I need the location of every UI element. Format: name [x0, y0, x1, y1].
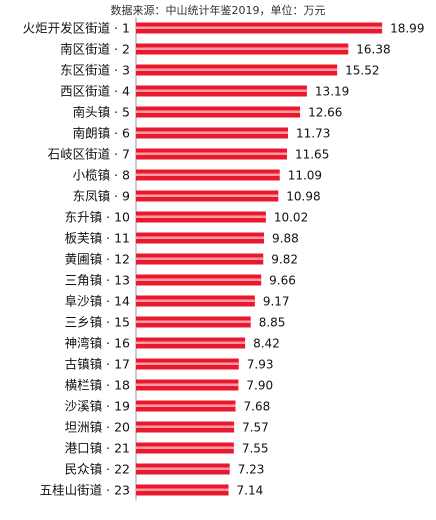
value-label: 11.73	[296, 127, 330, 141]
category-label: 石岐区街道 · 7	[48, 147, 130, 162]
bar-highlight	[136, 404, 236, 407]
bar-highlight	[136, 110, 301, 113]
value-label: 7.57	[242, 421, 269, 435]
bar-highlight	[136, 362, 239, 365]
bar-highlight	[136, 215, 266, 218]
bar-highlight	[136, 194, 279, 197]
value-label: 9.17	[263, 295, 290, 309]
category-label: 东区街道 · 3	[60, 63, 130, 78]
value-label: 10.98	[286, 190, 320, 204]
bar-highlight	[136, 299, 255, 302]
category-label: 火炬开发区街道 · 1	[23, 21, 130, 36]
category-label: 板芙镇 · 11	[65, 231, 130, 246]
category-label: 东凤镇 · 9	[73, 189, 130, 204]
bar-highlight	[136, 488, 229, 491]
value-label: 11.65	[295, 148, 329, 162]
category-label: 港口镇 · 21	[65, 441, 130, 456]
value-label: 7.55	[242, 442, 269, 456]
category-label: 阜沙镇 · 14	[65, 294, 130, 309]
category-label: 神湾镇 · 16	[65, 336, 130, 351]
category-label: 南区街道 · 2	[60, 42, 130, 57]
value-label: 10.02	[274, 211, 308, 225]
category-label: 东升镇 · 10	[65, 210, 130, 225]
bar-highlight	[136, 26, 383, 29]
value-label: 7.23	[238, 463, 265, 477]
bar-highlight	[136, 152, 287, 155]
bar-highlight	[136, 467, 230, 470]
category-label: 南头镇 · 5	[73, 105, 130, 120]
category-label: 黄圃镇 · 12	[65, 252, 130, 267]
category-label: 南朗镇 · 6	[73, 126, 130, 141]
bar-highlight	[136, 446, 234, 449]
bar-highlight	[136, 257, 264, 260]
bar-highlight	[136, 278, 262, 281]
bar-highlight	[136, 131, 289, 134]
value-label: 7.93	[247, 358, 274, 372]
value-label: 7.68	[244, 400, 271, 414]
bar-highlight	[136, 320, 251, 323]
bar-highlight	[136, 173, 280, 176]
bar-highlight	[136, 47, 349, 50]
bar-highlight	[136, 68, 338, 71]
bar-highlight	[136, 236, 265, 239]
bar-highlight	[136, 89, 307, 92]
value-label: 7.90	[246, 379, 273, 393]
value-label: 11.09	[288, 169, 322, 183]
category-label: 西区街道 · 4	[60, 84, 130, 99]
value-label: 8.42	[253, 337, 280, 351]
value-label: 12.66	[308, 106, 342, 120]
value-label: 8.85	[259, 316, 286, 330]
value-label: 9.82	[271, 253, 298, 267]
value-label: 13.19	[315, 85, 349, 99]
value-label: 7.14	[237, 484, 264, 498]
category-label: 沙溪镇 · 19	[65, 399, 130, 414]
value-label: 18.99	[390, 22, 424, 36]
bar-highlight	[136, 383, 239, 386]
category-label: 三乡镇 · 15	[65, 315, 130, 330]
category-label: 古镇镇 · 17	[65, 357, 130, 372]
value-label: 15.52	[345, 64, 379, 78]
bar-highlight	[136, 341, 246, 344]
category-label: 小榄镇 · 8	[73, 168, 130, 183]
category-label: 民众镇 · 22	[65, 462, 130, 477]
category-label: 三角镇 · 13	[65, 273, 130, 288]
bar-highlight	[136, 425, 235, 428]
value-label: 9.88	[272, 232, 299, 246]
value-label: 9.66	[269, 274, 296, 288]
category-label: 坦洲镇 · 20	[65, 420, 130, 435]
source-note: 数据来源：中山统计年鉴2019，单位：万元	[110, 4, 326, 17]
category-label: 横栏镇 · 18	[65, 378, 130, 393]
category-label: 五桂山街道 · 23	[40, 483, 130, 498]
value-label: 16.38	[356, 43, 390, 57]
